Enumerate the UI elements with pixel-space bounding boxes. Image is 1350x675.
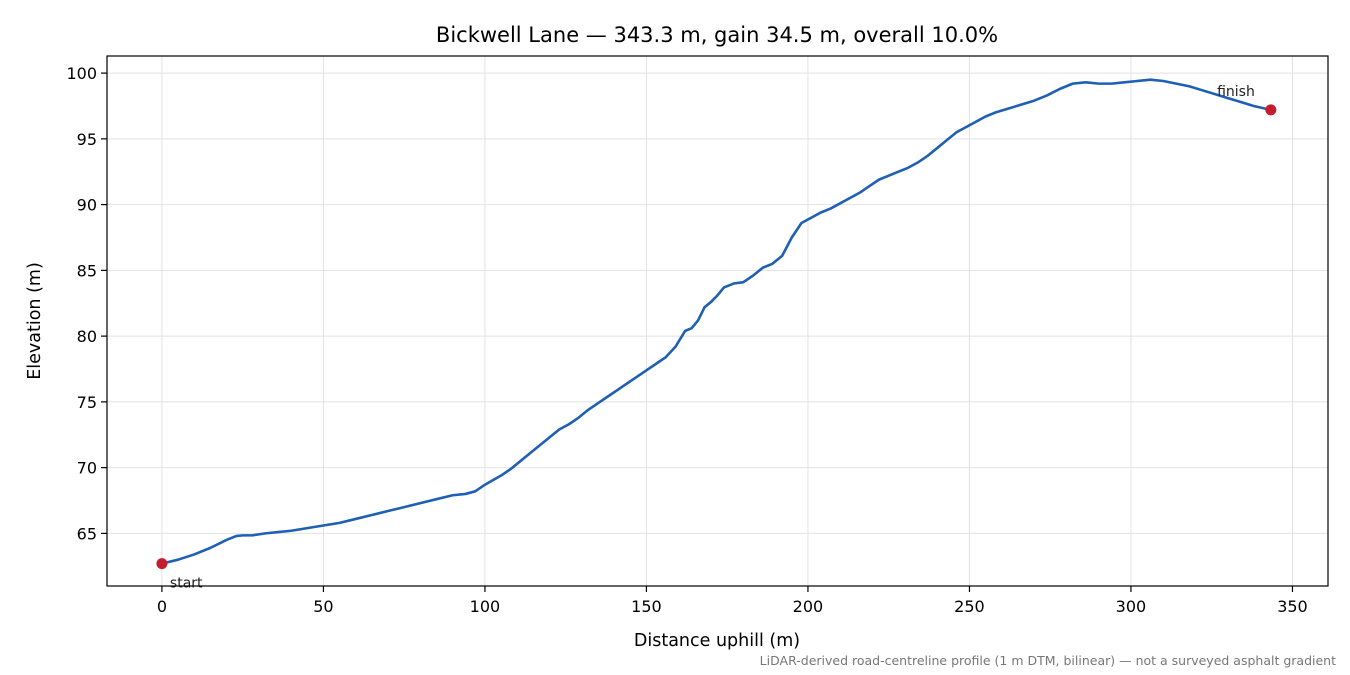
x-tick-label: 350 [1277,597,1308,616]
y-tick-label: 65 [77,524,97,543]
plot-frame [106,55,1329,587]
y-tick-label: 70 [77,459,97,478]
finish-label: finish [1217,84,1255,100]
plot-area: start finish [156,78,1277,592]
x-tick-label: 100 [470,597,501,616]
y-axis-label: Elevation (m) [25,262,45,380]
x-tick-label: 150 [631,597,662,616]
x-tick-label: 250 [954,597,985,616]
finish-marker [1265,104,1277,116]
y-tick-label: 100 [66,64,97,83]
x-tick-label: 50 [313,597,333,616]
chart-title: Bickwell Lane — 343.3 m, gain 34.5 m, ov… [436,23,998,47]
start-label: start [170,576,203,592]
start-marker [156,558,168,570]
x-axis-label: Distance uphill (m) [634,631,800,651]
y-tick-label: 95 [77,130,97,149]
y-tick-label: 85 [77,261,97,280]
axis-ticks: 0 50 100 150 200 250 300 350 65 70 75 80 85 90 95 100 [66,64,1307,616]
y-tick-label: 90 [77,196,97,215]
footnote: LiDAR-derived road-centreline profile (1… [760,653,1336,668]
elevation-series-line [160,78,1273,565]
x-tick-label: 200 [793,597,824,616]
x-tick-label: 300 [1116,597,1147,616]
y-tick-label: 80 [77,327,97,346]
x-tick-label: 0 [157,597,167,616]
grid [107,56,1328,586]
y-tick-label: 75 [77,393,97,412]
